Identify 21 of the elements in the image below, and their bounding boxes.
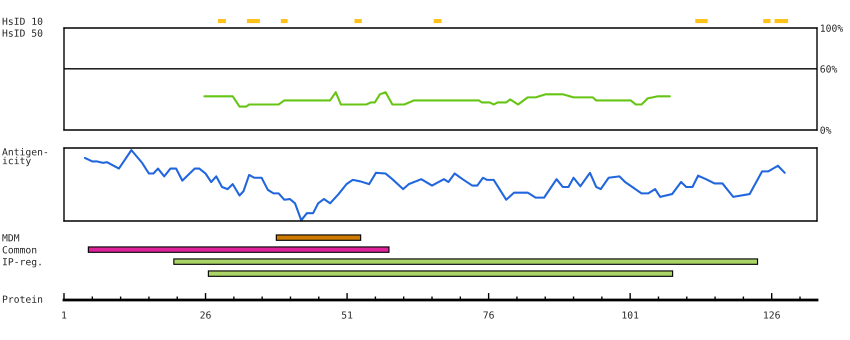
y-tick-label: HsID 50 [2, 29, 42, 37]
line-series [203, 91, 671, 108]
x-tick-label: 26 [200, 311, 211, 319]
x-tick-label: 101 [622, 311, 638, 319]
y-tick-label: IP-reg. [2, 258, 41, 268]
x-axis-title: Protein [2, 295, 42, 303]
bar [173, 258, 758, 265]
x-tick-label: 126 [764, 311, 780, 319]
y-tick-label: MDM [2, 234, 20, 242]
y-tick-label: 100% [820, 24, 844, 32]
x-tick-label: 1 [62, 311, 66, 319]
x-tick-label: 76 [483, 311, 494, 319]
y-tick-label: 0% [820, 126, 832, 134]
y-tick-label: Common [2, 246, 36, 254]
x-tick-label: 51 [342, 311, 352, 319]
y-tick-label: HsID 10 [2, 18, 42, 25]
y-tick-label: 60% [820, 65, 838, 73]
y-axis-title: Antigen- icity [2, 148, 48, 166]
bar [276, 234, 362, 241]
bar [208, 270, 674, 277]
bar [88, 246, 390, 253]
